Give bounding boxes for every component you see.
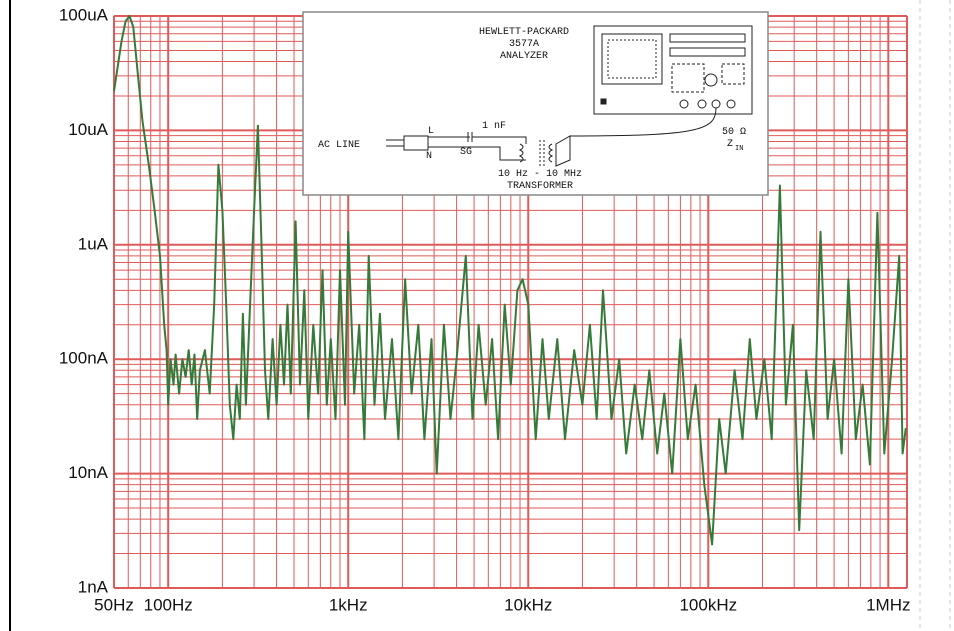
diagram-label: N (426, 151, 432, 162)
setup-diagram: HEWLETT-PACKARD 3577A ANALYZER AC LINE L (302, 11, 769, 196)
diagram-label: 3577A (509, 39, 539, 50)
y-tick-label: 1uA (78, 234, 109, 253)
y-tick-label: 100uA (59, 5, 109, 24)
x-tick-label: 1MHz (866, 595, 910, 614)
diagram-label: 10 Hz - 10 MHz (498, 169, 582, 180)
diagram-label: L (428, 126, 434, 137)
diagram-label: 1 nF (482, 121, 506, 132)
y-tick-label: 1nA (78, 577, 109, 596)
x-tick-label: 50Hz (94, 595, 134, 614)
y-tick-label: 10nA (68, 463, 108, 482)
trace-layer (113, 15, 907, 546)
diagram-label: ANALYZER (500, 51, 548, 62)
diagram-label: TRANSFORMER (507, 181, 573, 192)
x-tick-label: 100Hz (144, 595, 193, 614)
diagram-label: HEWLETT-PACKARD (479, 27, 569, 38)
diagram-label: IN (735, 145, 743, 153)
y-tick-label: 10uA (68, 120, 108, 139)
diagram-label: SG (460, 147, 472, 158)
diagram-label: AC LINE (318, 140, 360, 151)
diagram-label: 50 Ω (722, 127, 746, 138)
x-tick-label: 100kHz (679, 595, 737, 614)
diagram-label: Z (727, 139, 733, 150)
x-tick-label: 10kHz (504, 595, 552, 614)
y-tick-label: 100nA (59, 349, 109, 368)
analyzer-drawing (386, 25, 753, 167)
x-tick-label: 1kHz (329, 595, 368, 614)
spectrum-line (113, 15, 907, 546)
